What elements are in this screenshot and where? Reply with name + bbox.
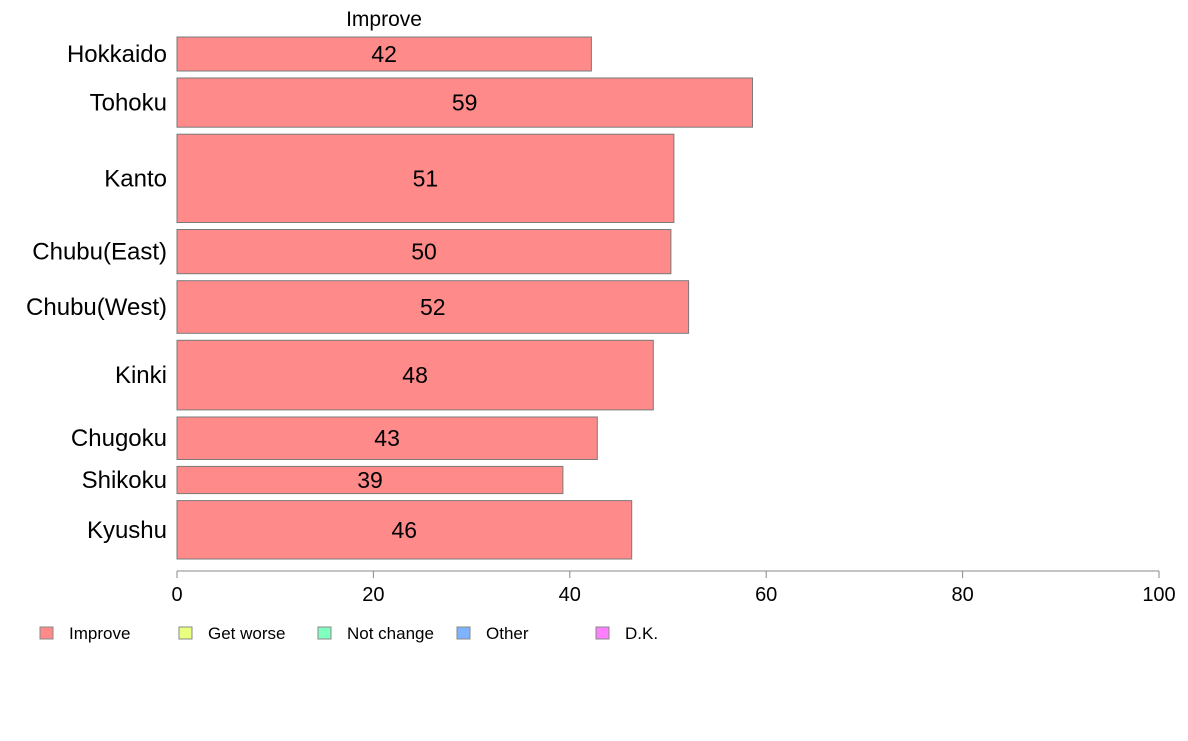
data-label-chugoku: 43 <box>374 425 400 451</box>
data-label-kinki: 48 <box>402 362 428 388</box>
bar-kinki-improve <box>176 339 654 411</box>
x-tick-label-60: 60 <box>755 584 777 606</box>
data-label-chubu-west: 52 <box>420 294 446 320</box>
x-tick-label-20: 20 <box>362 584 384 606</box>
data-label-kanto: 51 <box>413 165 439 191</box>
category-label-shikoku: Shikoku <box>82 467 167 494</box>
legend-label-get-worse: Get worse <box>208 624 285 643</box>
bar-chubu-west-improve <box>176 280 690 334</box>
bar-tohoku-improve <box>176 77 753 128</box>
legend-swatch-improve <box>39 626 54 640</box>
bar-hokkaido-improve <box>176 36 592 72</box>
x-tick-label-100: 100 <box>1142 584 1175 606</box>
category-label-kyushu: Kyushu <box>87 517 167 544</box>
bar-kanto-improve <box>176 133 675 223</box>
data-label-chubu-east: 50 <box>411 239 437 265</box>
bars-layer: 42 Hokkaido 59 Tohoku 51 Kanto 50 Chubu(East) 52… <box>26 36 753 560</box>
legend-label-not-change: Not change <box>347 624 434 643</box>
x-tick-label-40: 40 <box>559 584 581 606</box>
category-label-chugoku: Chugoku <box>71 425 167 452</box>
legend-swatch-not-change <box>317 626 332 640</box>
bar-chugoku-improve <box>176 416 598 460</box>
bar-shikoku-improve <box>176 465 564 495</box>
category-label-kinki: Kinki <box>115 362 167 389</box>
category-label-tohoku: Tohoku <box>90 90 167 117</box>
legend-label-d-k: D.K. <box>625 624 658 643</box>
data-label-shikoku: 39 <box>357 467 383 493</box>
category-label-chubu-east: Chubu(East) <box>32 239 167 266</box>
chart-title: Improve <box>346 8 422 31</box>
data-label-tohoku: 59 <box>452 90 478 116</box>
category-label-kanto: Kanto <box>104 165 167 192</box>
x-tick-label-80: 80 <box>951 584 973 606</box>
legend-swatch-other <box>456 626 471 640</box>
x-tick-label-0: 0 <box>171 584 182 606</box>
x-axis: 0 20 40 60 80 100 <box>171 570 1176 606</box>
legend: Improve Get worse Not change Other D.K. <box>39 624 658 643</box>
legend-swatch-d-k <box>595 626 610 640</box>
bar-chubu-east-improve <box>176 229 672 275</box>
legend-swatch-get-worse <box>178 626 193 640</box>
data-label-hokkaido: 42 <box>371 41 397 67</box>
category-label-hokkaido: Hokkaido <box>67 41 167 68</box>
legend-label-improve: Improve <box>69 624 130 643</box>
bar-kyushu-improve <box>176 500 633 560</box>
data-label-kyushu: 46 <box>392 517 418 543</box>
legend-label-other: Other <box>486 624 529 643</box>
category-label-chubu-west: Chubu(West) <box>26 294 167 321</box>
